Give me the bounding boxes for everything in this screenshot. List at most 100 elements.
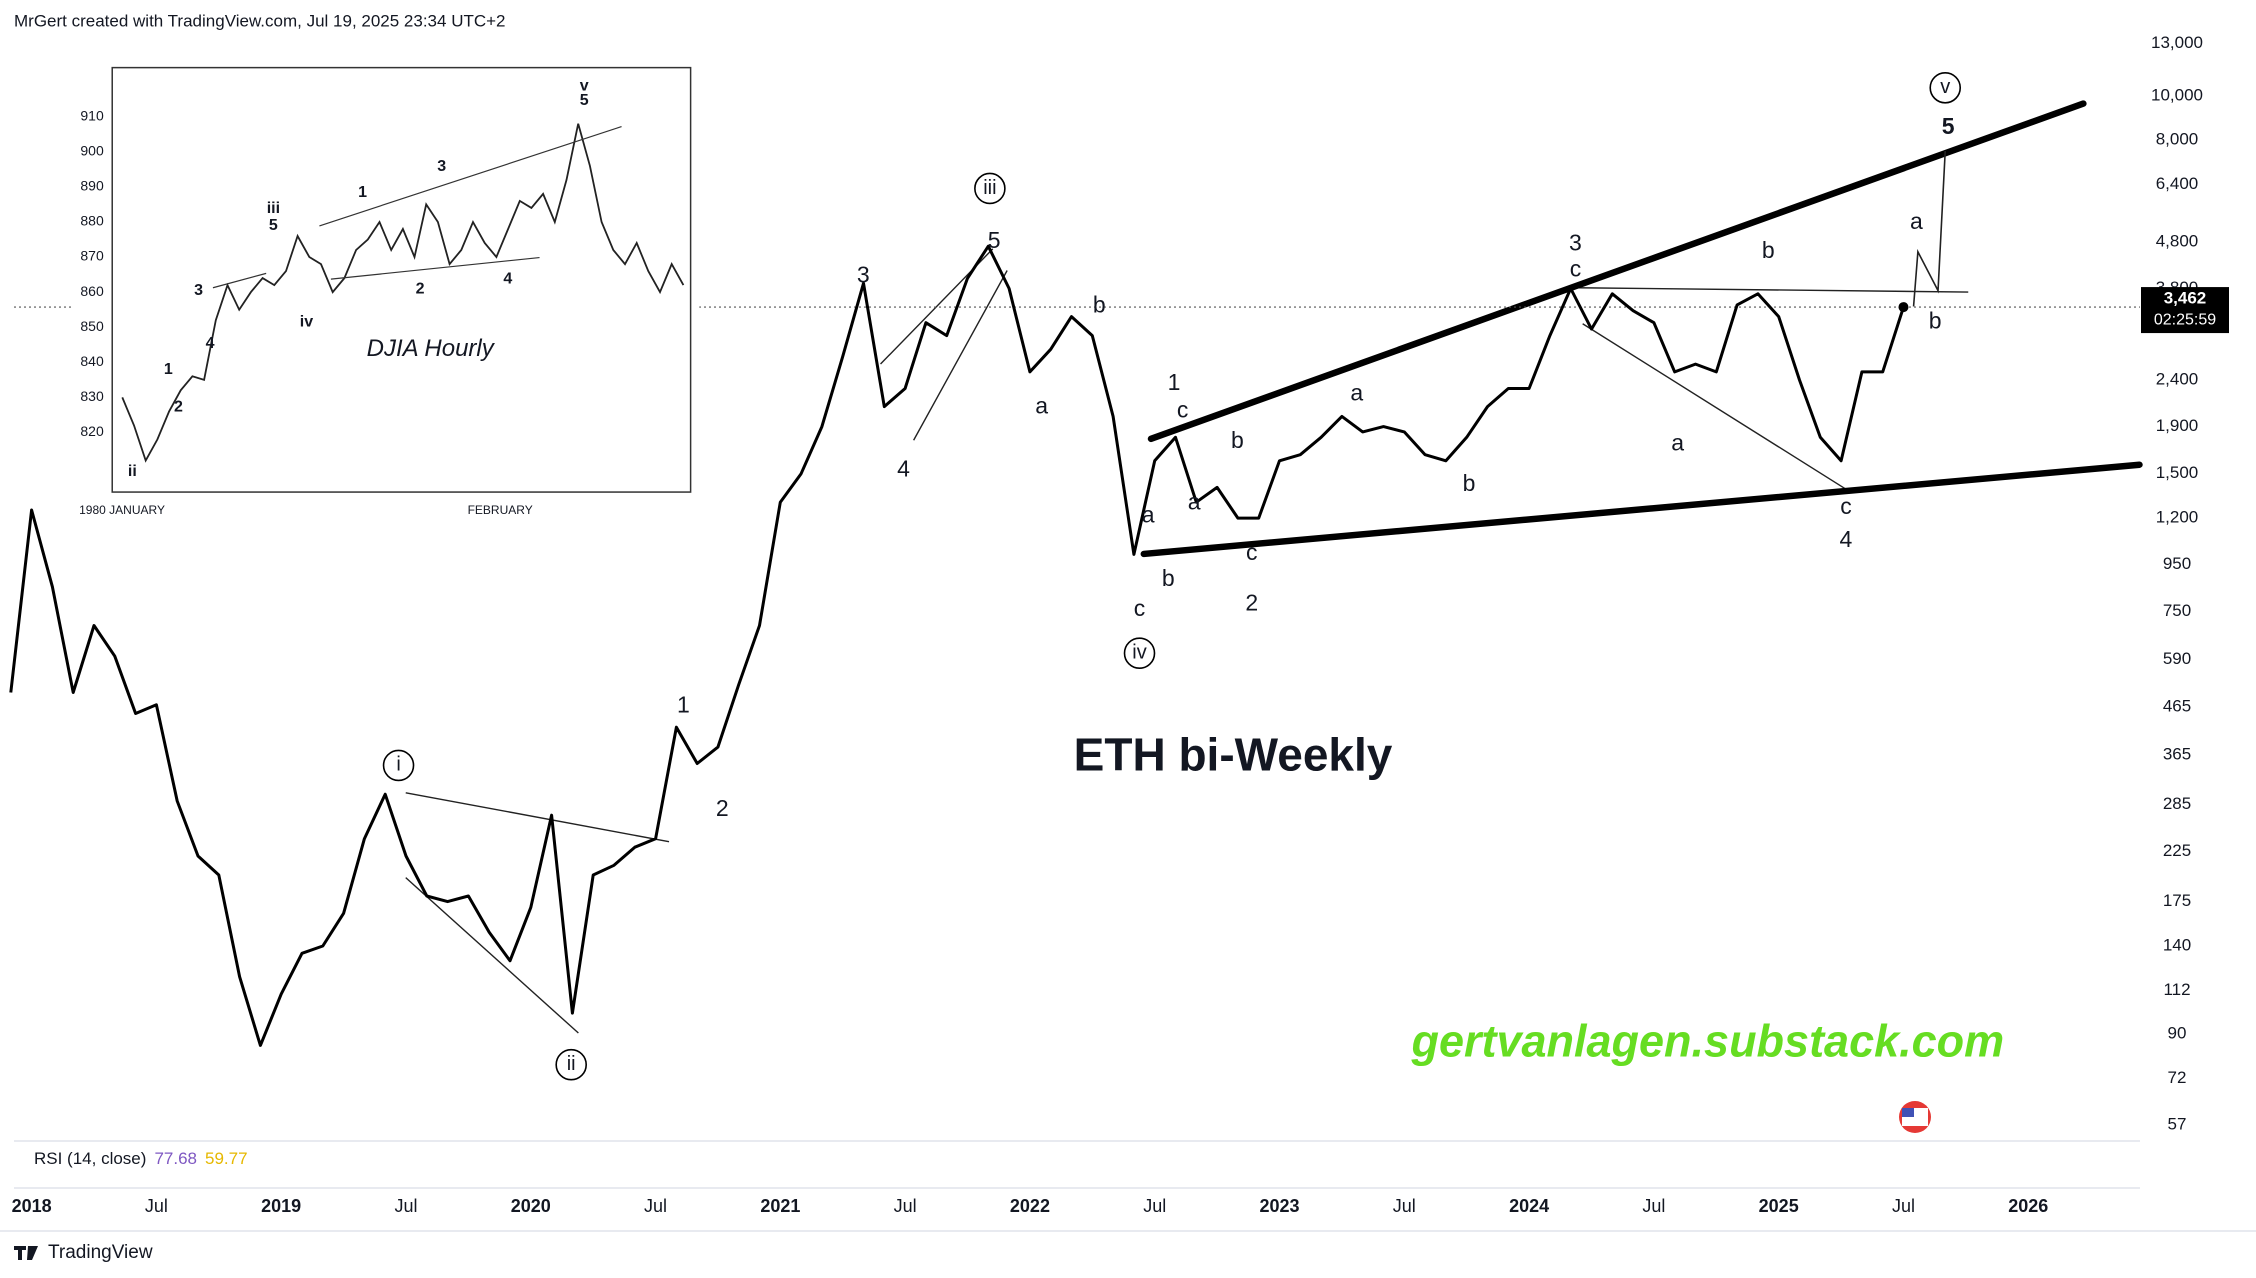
- inset-background: [71, 57, 700, 521]
- wave-label: 4: [1840, 526, 1853, 552]
- wave-label: 3: [857, 261, 870, 287]
- wave-circle: [1929, 71, 1962, 104]
- inset-wave-label: ii: [128, 463, 137, 480]
- y-tick-label: 1,200: [2156, 508, 2199, 527]
- x-tick-label: 2026: [2008, 1196, 2048, 1216]
- y-tick-label: 72: [2168, 1068, 2187, 1087]
- inset-y-tick-label: 820: [80, 423, 104, 439]
- wave-label: b: [1762, 237, 1775, 263]
- inset-y-tick-label: 880: [80, 213, 104, 229]
- projection-line: [1912, 151, 1947, 307]
- wave-line: [405, 792, 670, 843]
- x-tick-label: Jul: [1143, 1196, 1166, 1216]
- x-tick-label: Jul: [394, 1196, 417, 1216]
- inset-wave-label: 2: [174, 398, 183, 415]
- last-point: [1898, 302, 1909, 313]
- y-tick-label: 6,400: [2156, 174, 2199, 193]
- wave-label: c: [1840, 493, 1852, 519]
- x-tick-label: Jul: [894, 1196, 917, 1216]
- x-tick-label: Jul: [1642, 1196, 1665, 1216]
- flag-canton: [1902, 1108, 1914, 1117]
- y-tick-label: 225: [2163, 841, 2191, 860]
- inset-wave-label: iv: [300, 314, 313, 331]
- wave-label: 4: [897, 456, 910, 482]
- y-tick-label: 285: [2163, 794, 2191, 813]
- wave-label: c: [1177, 397, 1189, 423]
- wave-label: c: [1246, 539, 1258, 565]
- inset-y-tick-label: 910: [80, 107, 104, 123]
- inset-wave-label: v: [580, 78, 589, 95]
- wave-label: a: [1142, 502, 1155, 528]
- wave-label: c: [1134, 595, 1146, 621]
- x-tick-label: 2022: [1010, 1196, 1050, 1216]
- tradingview-logo: [14, 1246, 38, 1260]
- y-tick-label: 1,500: [2156, 463, 2199, 482]
- x-tick-label: Jul: [1393, 1196, 1416, 1216]
- inset-y-tick-label: 890: [80, 178, 104, 194]
- wave-label: 5: [1942, 113, 1955, 139]
- wave-label: 2: [1245, 589, 1258, 615]
- wave-circle: [555, 1048, 587, 1081]
- wave-label: a: [1910, 208, 1923, 234]
- inset-y-tick-label: 850: [80, 318, 104, 334]
- rsi-legend-item: RSI (14, close): [34, 1149, 146, 1168]
- wave-label: ii: [567, 1053, 576, 1075]
- x-tick-label: Jul: [145, 1196, 168, 1216]
- x-tick-label: 2023: [1259, 1196, 1299, 1216]
- footer-brand: TradingView: [48, 1242, 153, 1263]
- wave-line: [913, 270, 1008, 441]
- wave-label: 1: [1168, 369, 1181, 395]
- wave-label: v: [1940, 76, 1950, 98]
- inset-wave-label: 1: [358, 184, 367, 201]
- price-label: 3,462: [2164, 289, 2207, 308]
- wave-label: b: [1929, 307, 1942, 333]
- x-tick-label: Jul: [1892, 1196, 1915, 1216]
- inset-wave-label: 4: [503, 270, 512, 287]
- wave-line: [1575, 287, 1969, 293]
- wave-label: i: [396, 754, 400, 776]
- wave-label: 1: [677, 692, 690, 718]
- y-tick-label: 590: [2163, 649, 2191, 668]
- y-tick-label: 465: [2163, 696, 2191, 715]
- trend-line: [1140, 461, 2143, 558]
- wave-circle: [974, 172, 1006, 205]
- inset-wave-line: [330, 256, 540, 280]
- wave-label: iii: [983, 177, 996, 199]
- watermark: gertvanlagen.substack.com: [1410, 1015, 2004, 1066]
- y-tick-label: 4,800: [2156, 231, 2199, 250]
- y-tick-label: 112: [2163, 980, 2190, 999]
- rsi-legend-item: 77.68: [154, 1149, 197, 1168]
- x-tick-label: 2020: [511, 1196, 551, 1216]
- x-tick-label: 2018: [12, 1196, 52, 1216]
- y-tick-label: 8,000: [2156, 130, 2199, 149]
- price-label-box: [2141, 287, 2229, 334]
- y-tick-label: 365: [2163, 745, 2191, 764]
- y-tick-label: 57: [2168, 1115, 2187, 1134]
- y-tick-label: 175: [2163, 891, 2191, 910]
- inset-y-tick-label: 870: [80, 248, 104, 264]
- wave-line: [1582, 323, 1847, 490]
- countdown-label: 02:25:59: [2154, 311, 2216, 328]
- x-tick-label: Jul: [644, 1196, 667, 1216]
- chart-title: ETH bi-Weekly: [1074, 728, 1393, 780]
- x-tick-label: 2025: [1759, 1196, 1799, 1216]
- inset-wave-label: 3: [437, 158, 446, 175]
- inset-y-tick-label: 840: [80, 353, 104, 369]
- wave-label: 5: [988, 227, 1001, 253]
- wave-label: a: [1350, 379, 1363, 405]
- inset-wave-label: 5: [269, 217, 278, 234]
- y-tick-label: 90: [2168, 1024, 2187, 1043]
- wave-label: a: [1671, 430, 1684, 456]
- wave-label: a: [1035, 392, 1048, 418]
- x-tick-label: 2019: [261, 1196, 301, 1216]
- inset-y-tick-label: 830: [80, 388, 104, 404]
- inset-title: DJIA Hourly: [367, 335, 496, 362]
- inset-y-tick-label: 900: [80, 143, 104, 159]
- y-tick-label: 750: [2163, 601, 2191, 620]
- wave-label: 2: [716, 795, 729, 821]
- rsi-legend: RSI (14, close) 77.68 59.77: [34, 1149, 248, 1168]
- inset-wave-line: [212, 272, 267, 289]
- inset-wave-label: 2: [416, 280, 425, 297]
